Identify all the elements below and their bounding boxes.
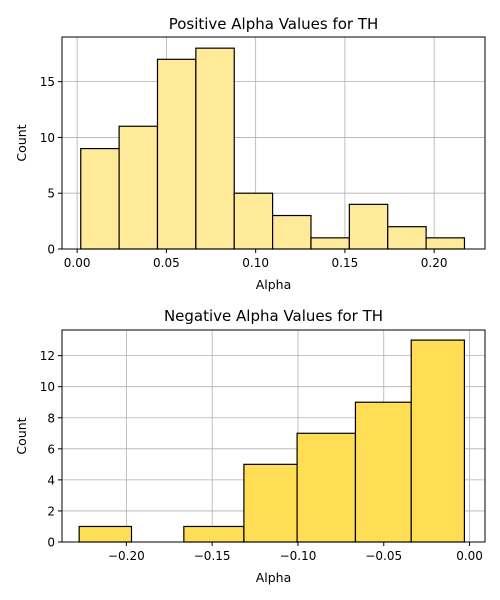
histogram-bar xyxy=(156,58,197,250)
histogram-bar xyxy=(410,339,466,543)
y-tick-label: 15 xyxy=(40,75,55,89)
histogram-bar xyxy=(78,525,133,543)
chart-negative-alpha: Negative Alpha Values for TH Alpha Count… xyxy=(14,307,486,585)
x-tick-label: 0.00 xyxy=(64,256,91,270)
x-tick-label: 0.05 xyxy=(153,256,180,270)
histogram-bar xyxy=(354,401,412,543)
histogram-bar xyxy=(183,525,245,543)
y-tick-label: 12 xyxy=(40,349,55,363)
ticks: 0.00 0.05 0.10 0.15 0.20 0 5 10 15 xyxy=(40,75,448,270)
ticks: −0.20 −0.15 −0.10 −0.05 0.00 0 2 4 6 8 10 12 xyxy=(40,349,483,563)
y-axis-label: Count xyxy=(14,124,29,161)
plot-frame xyxy=(61,329,486,543)
histogram-bar xyxy=(233,192,274,250)
x-tick-label: −0.05 xyxy=(365,549,402,563)
y-axis-label: Count xyxy=(14,417,29,454)
histogram-bar xyxy=(195,47,235,250)
x-tick-label: −0.10 xyxy=(280,549,317,563)
y-tick-label: 6 xyxy=(47,442,55,456)
histogram-bar xyxy=(310,237,350,250)
chart-title: Negative Alpha Values for TH xyxy=(164,307,383,325)
plot-frame xyxy=(61,36,486,250)
y-tick-label: 2 xyxy=(47,504,55,518)
chart-title: Positive Alpha Values for TH xyxy=(169,15,379,33)
histogram-bar xyxy=(425,237,466,250)
chart-positive-alpha: Positive Alpha Values for TH Alpha Count… xyxy=(14,15,486,292)
x-tick-label: −0.20 xyxy=(108,549,145,563)
y-tick-label: 0 xyxy=(47,243,55,257)
x-tick-label: 0.20 xyxy=(421,256,448,270)
histogram-bar xyxy=(118,125,159,250)
bars xyxy=(78,339,466,543)
x-tick-label: −0.15 xyxy=(194,549,231,563)
y-tick-label: 8 xyxy=(47,411,55,425)
x-tick-label: 0.00 xyxy=(456,549,483,563)
x-axis-label: Alpha xyxy=(256,570,292,585)
y-tick-label: 10 xyxy=(40,380,55,394)
histogram-bar xyxy=(272,214,312,250)
histogram-bar xyxy=(387,226,427,250)
bars xyxy=(80,47,466,250)
y-tick-label: 0 xyxy=(47,536,55,550)
y-tick-label: 4 xyxy=(47,473,55,487)
x-tick-label: 0.10 xyxy=(242,256,269,270)
y-tick-label: 5 xyxy=(47,187,55,201)
histogram-bar xyxy=(296,432,357,543)
histogram-bar xyxy=(243,463,298,543)
x-tick-label: 0.15 xyxy=(332,256,359,270)
x-axis-label: Alpha xyxy=(256,277,292,292)
y-tick-label: 10 xyxy=(40,131,55,145)
histogram-bar xyxy=(80,147,120,250)
histogram-bar xyxy=(348,203,389,250)
